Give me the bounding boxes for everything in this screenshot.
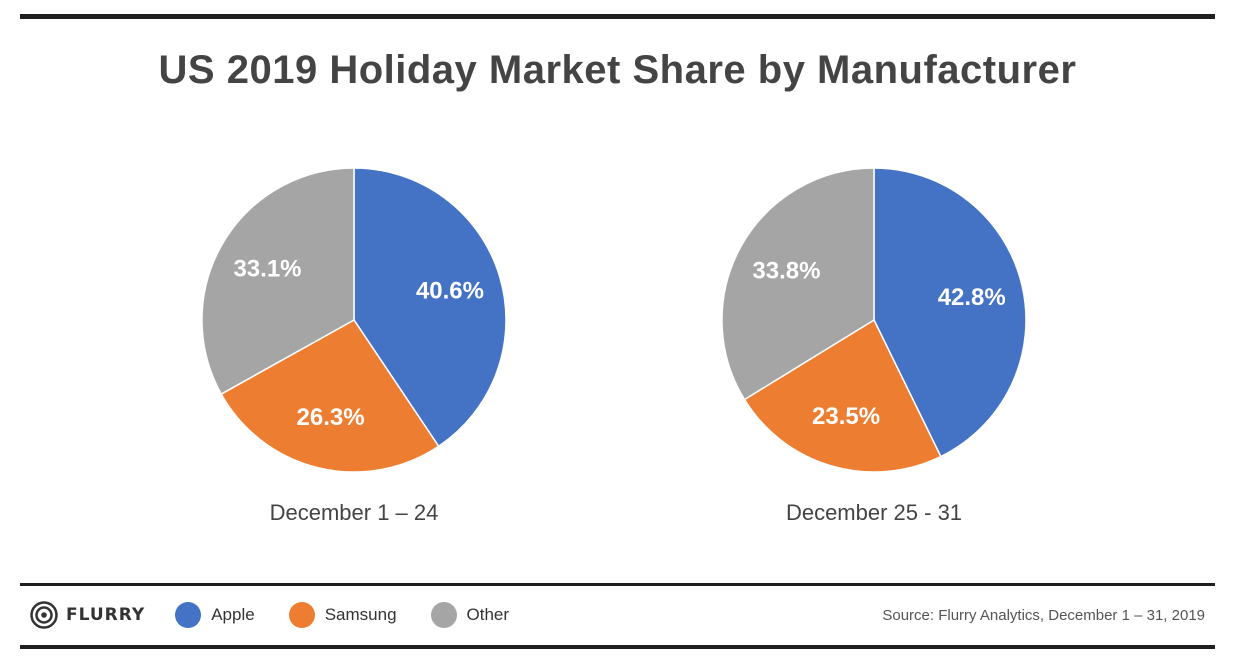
pie-chart-december-1-24: 40.6% 26.3% 33.1% December 1 – 24 [201, 167, 507, 525]
legend-item-other: Other [430, 602, 510, 628]
pie-caption: December 25 - 31 [786, 500, 962, 525]
pie-slice-samsung [220, 319, 440, 473]
chart-title: US 2019 Holiday Market Share by Manufact… [158, 48, 1077, 92]
brand-name: FLURRY [66, 605, 146, 625]
slice-label-apple: 40.6% [416, 277, 484, 304]
slice-label-other: 33.1% [233, 256, 301, 283]
legend-item-samsung: Samsung [288, 602, 397, 628]
pie-slice-other [201, 167, 355, 396]
pie-charts: 40.6% 26.3% 33.1% December 1 – 24 42.8% 23.5… [201, 167, 1027, 525]
legend-label-samsung: Samsung [324, 605, 397, 624]
slice-label-other: 33.8% [752, 258, 820, 285]
pie-slice-samsung [743, 318, 942, 473]
slice-label-samsung: 23.5% [812, 403, 880, 430]
pie-caption: December 1 – 24 [270, 500, 439, 525]
pie-chart-december-25-31: 42.8% 23.5% 33.8% December 25 - 31 [721, 167, 1027, 525]
legend: Apple Samsung Other [175, 602, 543, 628]
legend-swatch-other [430, 602, 457, 628]
bottom-rule [20, 645, 1215, 649]
footer: FLURRY Apple Samsung Other Source: Flurr… [30, 592, 1205, 638]
legend-label-apple: Apple [211, 605, 255, 624]
slice-label-samsung: 26.3% [297, 404, 365, 431]
top-rule [20, 14, 1215, 19]
legend-item-apple: Apple [175, 602, 255, 628]
flurry-logo-icon [30, 601, 58, 629]
footer-rule [20, 583, 1215, 586]
legend-swatch-apple [175, 602, 202, 628]
legend-label-other: Other [466, 605, 510, 624]
source-note: Source: Flurry Analytics, December 1 – 3… [882, 606, 1205, 624]
brand: FLURRY [30, 601, 145, 629]
pie-slice-other [721, 167, 875, 401]
legend-swatch-samsung [288, 602, 315, 628]
slice-label-apple: 42.8% [938, 284, 1006, 311]
pie-slice-apple [873, 167, 1027, 458]
pie-slice-apple [353, 167, 507, 448]
